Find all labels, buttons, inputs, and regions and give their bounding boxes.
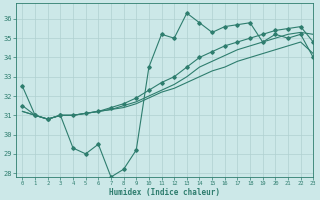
X-axis label: Humidex (Indice chaleur): Humidex (Indice chaleur) [109,188,220,197]
